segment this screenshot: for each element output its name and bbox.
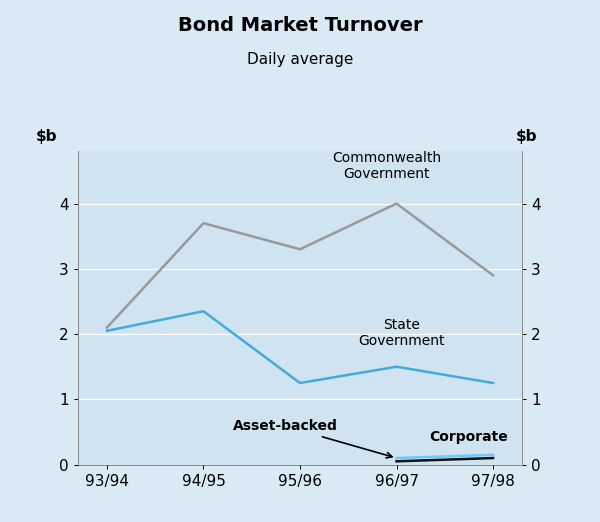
Text: Bond Market Turnover: Bond Market Turnover	[178, 16, 422, 34]
Text: $b: $b	[515, 128, 537, 144]
Text: State
Government: State Government	[358, 318, 445, 349]
Text: Asset-backed: Asset-backed	[233, 419, 392, 458]
Text: $b: $b	[36, 128, 58, 144]
Text: Daily average: Daily average	[247, 52, 353, 67]
Text: Commonwealth
Government: Commonwealth Government	[332, 150, 442, 181]
Text: Corporate: Corporate	[430, 430, 508, 444]
